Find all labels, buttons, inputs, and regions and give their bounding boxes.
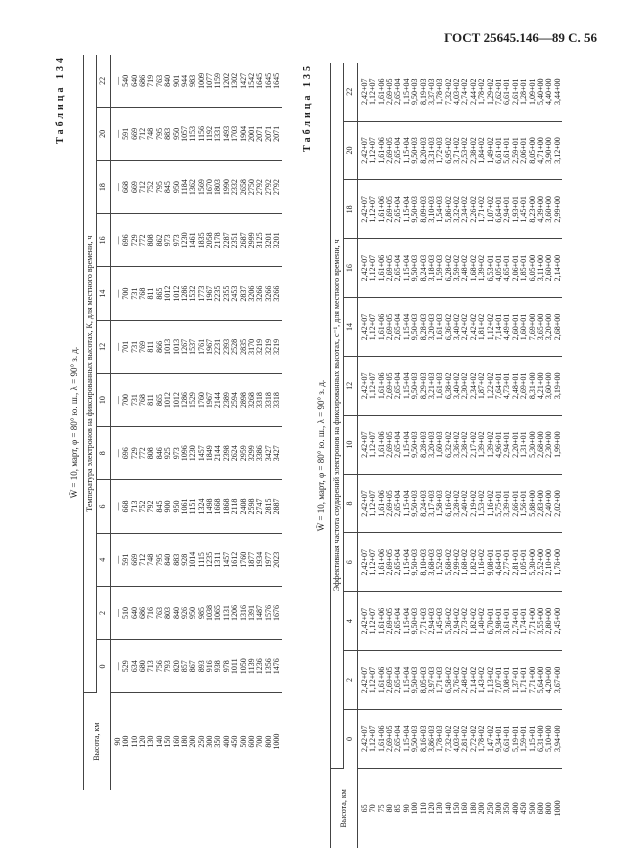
table-row: 200 867 950 1014 1151 1230 1529 1537 1532 1461 136… — [188, 55, 198, 790]
table-head: Высота, км Температура электронов на фикс… — [83, 55, 111, 790]
column-header: 22 — [343, 63, 358, 122]
table-body: 65 2,42+07 2,42+07 2,42+07 2,42+07 2,42+07 2,4… — [357, 63, 563, 848]
page-header: ГОСТ 25645.146—89 С. 56 — [444, 30, 597, 45]
table-cell: 3,67+00 — [553, 650, 563, 710]
table-block: Таблица 135 W̄ = 10, март, φ = 80° ю. ш.,… — [302, 63, 597, 848]
column-header: 14 — [96, 266, 111, 321]
column-header: 4 — [96, 533, 111, 587]
table-cell: 1,76+00 — [553, 532, 563, 592]
column-group-header: Температура электронов на фиксированных … — [83, 55, 97, 693]
column-header: 20 — [96, 107, 111, 161]
table-cell: 3,94+00 — [553, 709, 563, 769]
table-subtitle: W̄ = 10, март, φ = 80° ю. ш., λ = 90° з.… — [69, 346, 79, 499]
data-table: Высота, км Температура электронов на фикс… — [83, 55, 282, 790]
table-subtitle: W̄ = 10, март, φ = 80° ю. ш., λ = 90° з.… — [316, 379, 326, 532]
column-header: 14 — [343, 297, 358, 357]
table-row: 450 1011 1206 1612 2118 2624 2594 2528 2453 2351 2… — [230, 55, 240, 790]
table-row: 160 820 840 883 950 973 1012 1013 1012 973 950 950 9… — [172, 55, 181, 790]
column-header: 22 — [96, 55, 111, 108]
header-row: Высота, км Температура электронов на фикс… — [83, 55, 111, 790]
table-cell: 1676 — [272, 586, 282, 640]
table-caption: Таблица 134 — [55, 55, 66, 144]
table-cell: 2887 — [272, 479, 282, 534]
table-row: 350 938 1065 1311 1668 2144 2144 2231 2235 2178 18… — [213, 55, 223, 790]
table-cell: 2,02+00 — [553, 474, 563, 533]
table-cell: 3,19+00 — [553, 356, 563, 416]
table-cell: 3,44+00 — [553, 63, 563, 122]
table-row: 700 1236 1487 1934 2747 3386 3318 3219 3266 3125 2… — [255, 55, 265, 790]
table-row: 130 713 716 748 792 808 811 811 811 808 752 748 719 — [146, 55, 156, 790]
column-header: 0 — [96, 639, 111, 693]
column-header: 2 — [343, 650, 358, 710]
table-row: 110 634 640 669 713 729 731 731 731 729 669 669 640 — [130, 55, 139, 790]
table-row: 1000 1476 1676 2023 2887 3427 3318 3219 3266 3201… — [272, 55, 282, 790]
table-cell: 1476 — [272, 639, 282, 693]
table-row: 90— — — — — — — — — — — — — [110, 55, 123, 790]
table-cell: 3201 — [272, 213, 282, 267]
table-cell: 2071 — [272, 107, 282, 161]
table-row: 140 756 763 795 845 846 865 866 865 862 795 795 763 — [155, 55, 165, 790]
table-cell: 1,99+00 — [553, 415, 563, 475]
table-row: 800 1356 1576 1977 2815 3427 3318 3219 3266 3201 2… — [264, 55, 274, 790]
table-cell: 2792 — [272, 160, 282, 214]
table-cell: 3318 — [272, 373, 282, 427]
table-cell: 3219 — [272, 320, 282, 374]
row-label: 1000 — [272, 733, 282, 750]
data-table: Высота, км Эффективная частота соударений… — [330, 63, 563, 848]
column-header: 12 — [96, 320, 111, 374]
row-header: Высота, км — [330, 768, 358, 848]
table-row: 180 857 926 928 1061 1096 1286 1267 1286 1230 1184… — [180, 55, 190, 790]
table-row: 150 793 803 840 900 925 1012 1013 1012 973 845 883 8… — [163, 55, 173, 790]
column-group-header: Эффективная частота соударений электроно… — [330, 63, 344, 769]
table-head: Высота, км Эффективная частота соударений… — [330, 63, 358, 848]
table-cell: 2023 — [272, 533, 282, 587]
table-row: 600 1139 1391 1877 2598 3299 3268 3170 3206 2999 2… — [247, 55, 257, 790]
table-cell: 2,14+00 — [553, 238, 563, 298]
table-row: 400 978 1131 1457 1868 2398 2389 2393 2355 2287 19… — [222, 55, 232, 790]
table-cell: 1645 — [272, 55, 282, 108]
column-header: 20 — [343, 121, 358, 180]
table-cell: 2,45+00 — [553, 591, 563, 651]
table-row: 250 893 985 1115 1324 1457 1760 1761 1773 1835 156… — [197, 55, 207, 790]
row-header: Высота, км — [83, 692, 111, 790]
table-body: 90— — — — — — — — — — — —100 529 510 591 668 696 700 701 70… — [110, 55, 282, 790]
table-row: 120 680 686 712 752 772 768 769 768 772 712 712 686 — [138, 55, 148, 790]
table-cell: 3266 — [272, 266, 282, 321]
header-row: 0 2 4 6 8 10 12 14 16 18 20 22 — [96, 55, 111, 790]
column-header: 4 — [343, 591, 358, 651]
table-caption: Таблица 135 — [302, 63, 313, 152]
column-header: 16 — [96, 213, 111, 267]
table-row: 500 1050 1316 1760 2408 2959 2898 2835 2837 2687 2… — [239, 55, 249, 790]
header-row: 0 2 4 6 8 10 12 14 16 18 20 22 — [343, 63, 358, 848]
table-cell: 3,12+00 — [553, 121, 563, 180]
header-row: Высота, км Эффективная частота соударений… — [330, 63, 358, 848]
column-header: 6 — [343, 532, 358, 592]
column-header: 8 — [343, 474, 358, 533]
column-header: 12 — [343, 356, 358, 416]
column-header: 18 — [96, 160, 111, 214]
column-header: 10 — [96, 373, 111, 427]
table-row: 1000 3,94+00 3,67+00 2,45+00 1,76+00 2,02+00 1… — [552, 63, 563, 848]
table-row: 300 916 1038 1235 1498 1849 1967 1967 1967 2058 16… — [205, 55, 215, 790]
table-block: Таблица 134 W̄ = 10, март, φ = 80° ю. ш.,… — [55, 55, 300, 790]
column-header: 18 — [343, 179, 358, 239]
column-header: 10 — [343, 415, 358, 475]
column-header: 0 — [343, 709, 358, 769]
row-label: 1000 — [552, 800, 562, 817]
table-row: 100 529 510 591 668 696 700 701 700 696 668 591 540 — [121, 55, 131, 790]
table-cell: 2,99+00 — [553, 179, 563, 239]
column-header: 2 — [96, 586, 111, 640]
table-cell: 3427 — [272, 426, 282, 480]
table-cell: 2,68+00 — [553, 297, 563, 357]
column-header: 16 — [343, 238, 358, 298]
column-header: 8 — [96, 426, 111, 480]
column-header: 6 — [96, 479, 111, 534]
